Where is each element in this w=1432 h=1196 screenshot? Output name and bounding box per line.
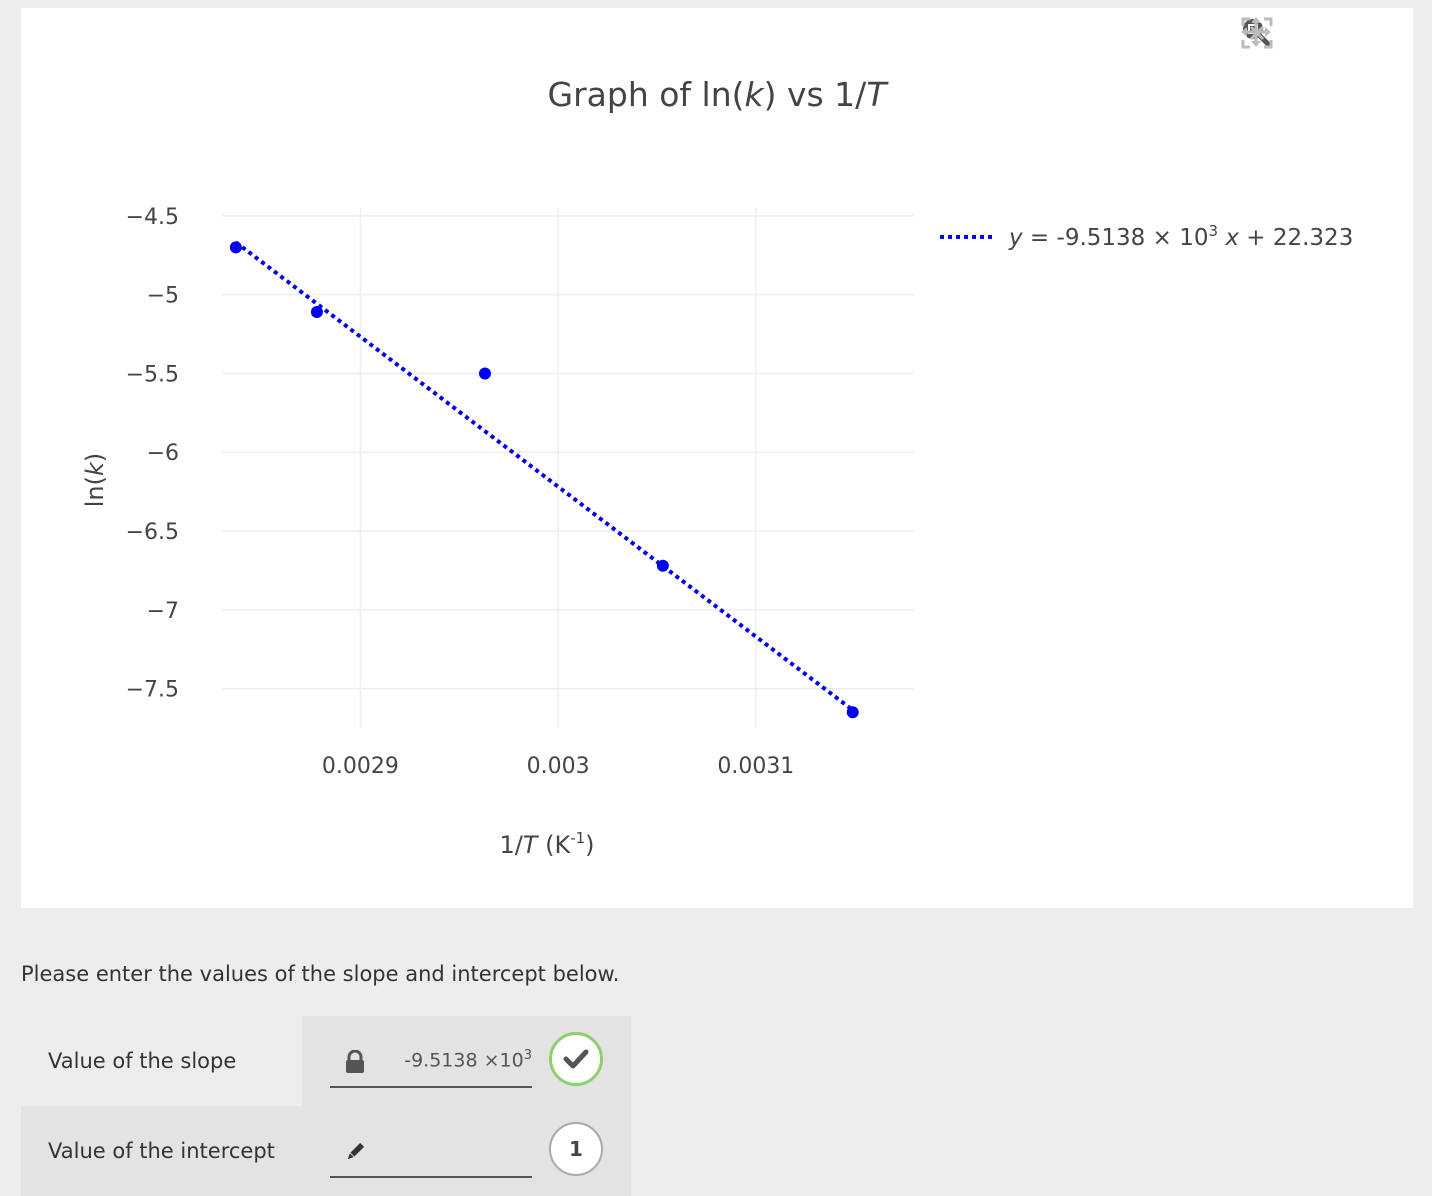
y-tick-label: −4.5 [126, 205, 179, 230]
x-tick-labels: 0.0029 0.003 0.0031 [322, 754, 794, 779]
data-point [846, 706, 859, 719]
modebar [1240, 16, 1370, 60]
slope-label: Value of the slope [48, 1049, 237, 1073]
trendline [234, 240, 854, 712]
y-tick-label: −6 [147, 441, 179, 466]
data-point [478, 367, 491, 380]
lock-icon [346, 1050, 364, 1073]
legend[interactable]: y = -9.5138 × 103 x + 22.323 [940, 222, 1353, 251]
y-tick-label: −5 [147, 284, 179, 309]
attempts-badge: 1 [549, 1122, 603, 1176]
grid [222, 208, 914, 728]
slope-value: -9.5138 ×103 [404, 1048, 532, 1072]
x-tick-label: 0.0031 [717, 754, 794, 779]
chart-title: Graph of ln(k) vs 1/T [548, 75, 890, 114]
intercept-label: Value of the intercept [21, 1106, 302, 1196]
slope-input-cell: -9.5138 ×103 [302, 1016, 631, 1106]
y-tick-label: −6.5 [126, 520, 179, 545]
y-tick-labels: −4.5 −5 −5.5 −6 −6.5 −7 −7.5 [126, 205, 179, 703]
answer-row-slope: Value of the slope -9.5138 ×103 [21, 1016, 631, 1106]
chart: −4.5 −5 −5.5 −6 −6.5 −7 −7.5 0.0029 0.003 0.0031… [81, 75, 1353, 859]
y-tick-label: −7 [147, 599, 179, 624]
y-tick-label: −5.5 [126, 362, 179, 387]
data-point [656, 559, 669, 572]
y-axis-label: ln(k) [81, 453, 109, 508]
pan-icon[interactable] [1241, 16, 1324, 54]
legend-label: y = -9.5138 × 103 x + 22.323 [1008, 222, 1353, 251]
slope-field: -9.5138 ×103 [330, 1042, 532, 1088]
plot-panel: −4.5 −5 −5.5 −6 −6.5 −7 −7.5 0.0029 0.003 0.0031… [21, 8, 1413, 908]
x-tick-label: 0.0029 [322, 754, 399, 779]
pencil-icon [347, 1142, 365, 1160]
x-tick-label: 0.003 [527, 754, 590, 779]
answer-row-intercept: Value of the intercept 1 [21, 1106, 631, 1196]
y-tick-label: −7.5 [126, 678, 179, 703]
series [229, 240, 859, 719]
data-point [310, 306, 323, 318]
x-axis-label: 1/T (K-1) [499, 829, 594, 859]
correct-check-icon [549, 1032, 603, 1086]
autoscale-icon[interactable] [1241, 16, 1370, 54]
intercept-field[interactable] [330, 1132, 532, 1178]
data-point [229, 241, 242, 254]
answer-table: Value of the slope -9.5138 ×103 Value of… [21, 1016, 631, 1196]
intercept-input-cell: 1 [302, 1106, 631, 1196]
instructions-text: Please enter the values of the slope and… [21, 962, 620, 986]
